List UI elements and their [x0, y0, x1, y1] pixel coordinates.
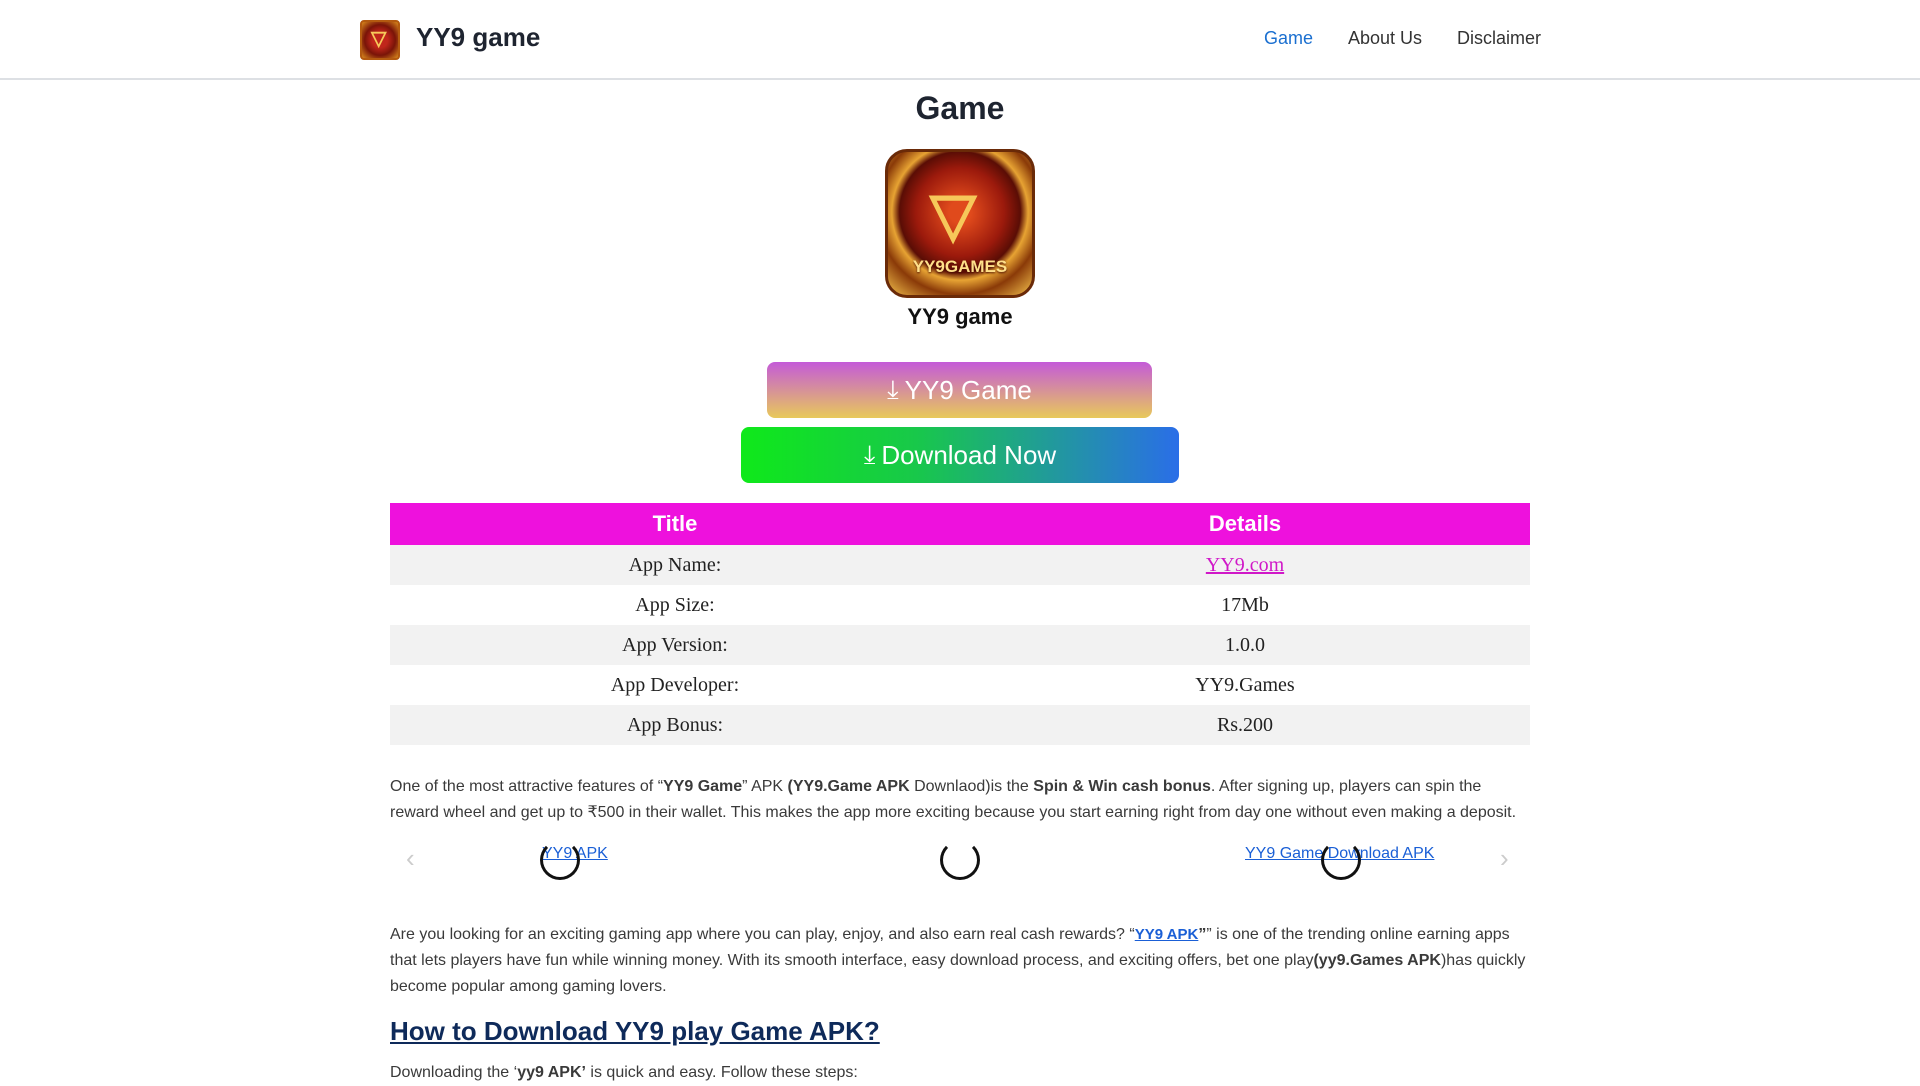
nav-disclaimer[interactable]: Disclaimer — [1457, 28, 1542, 48]
page-title: Game — [915, 90, 1005, 126]
app-name-link[interactable]: YY9.com — [1205, 553, 1285, 576]
loading-spinner-icon — [940, 840, 980, 880]
button-label: Download Now — [881, 439, 1057, 470]
header-title: Title — [390, 503, 960, 545]
download-icon: ⤓ — [887, 374, 899, 404]
section-heading[interactable]: How to Download YY9 play Game APK? — [390, 1016, 880, 1046]
nav-about-us[interactable]: About Us — [1348, 28, 1423, 48]
site-logo[interactable] — [360, 20, 400, 60]
carousel-prev-icon[interactable]: ‹ — [406, 843, 415, 873]
steps-intro: Downloading the ‘yy9 APK’ is quick and e… — [390, 1064, 858, 1081]
carousel-item[interactable]: YY9 Game Download APK — [1245, 840, 1434, 885]
button-label: YY9 Game — [904, 374, 1032, 405]
header-details: Details — [960, 503, 1530, 545]
loading-spinner-icon — [540, 840, 580, 880]
table-row: App Size: 17Mb — [635, 593, 1269, 616]
yy9-game-button[interactable]: ⤓ YY9 Game — [767, 362, 1152, 418]
site-header: YY9 game Game About Us Disclaimer — [0, 0, 1920, 80]
table-row: App Bonus: Rs.200 — [390, 705, 1530, 745]
app-icon: ▽ YY9GAMES — [885, 149, 1035, 298]
yy9-apk-link[interactable]: YY9 APK — [1134, 926, 1199, 943]
site-title[interactable]: YY9 game — [416, 22, 541, 52]
intro-paragraph: One of the most attractive features of “… — [390, 778, 1517, 821]
table-row: App Name: YY9.com — [390, 545, 1530, 585]
carousel-next-icon[interactable]: › — [1500, 843, 1509, 873]
app-name: YY9 game — [907, 304, 1013, 329]
nav-game[interactable]: Game — [1264, 28, 1314, 48]
carousel-item[interactable]: YY9 APK — [540, 840, 608, 885]
download-icon: ⤓ — [863, 439, 876, 469]
table-row: App Version: 1.0.0 — [390, 625, 1530, 665]
download-now-button[interactable]: ⤓ Download Now — [741, 427, 1179, 483]
app-info-table: Title Details App Name: YY9.com App Size: 1… — [390, 503, 1530, 745]
loading-spinner-icon — [1321, 840, 1361, 880]
table-row: App Developer: YY9.Games — [610, 673, 1295, 696]
description-paragraph: Are you looking for an exciting gaming a… — [390, 926, 1526, 995]
